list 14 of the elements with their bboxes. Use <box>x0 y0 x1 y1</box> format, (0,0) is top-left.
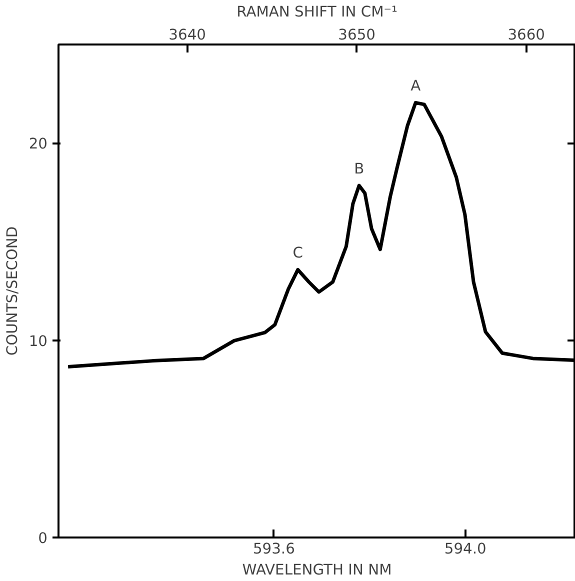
x2-axis-title: RAMAN SHIFT IN CM⁻¹ <box>236 4 398 20</box>
annotation: C <box>292 244 303 262</box>
x-axis-title: WAVELENGTH IN NM <box>242 562 392 578</box>
y-axis-title: COUNTS/SECOND <box>4 226 21 356</box>
x2-tick-label: 3660 <box>508 26 546 44</box>
y-tick-label: 10 <box>28 332 48 350</box>
y-tick-label: 0 <box>38 530 48 547</box>
x2-tick-label: 3650 <box>338 26 376 44</box>
y-tick-label: 20 <box>28 136 48 153</box>
x-tick-label: 593.6 <box>252 540 295 558</box>
annotation: B <box>354 160 364 178</box>
annotation: A <box>410 78 421 95</box>
x2-tick-label: 3640 <box>168 26 206 44</box>
x-tick-label: 594.0 <box>444 540 486 558</box>
